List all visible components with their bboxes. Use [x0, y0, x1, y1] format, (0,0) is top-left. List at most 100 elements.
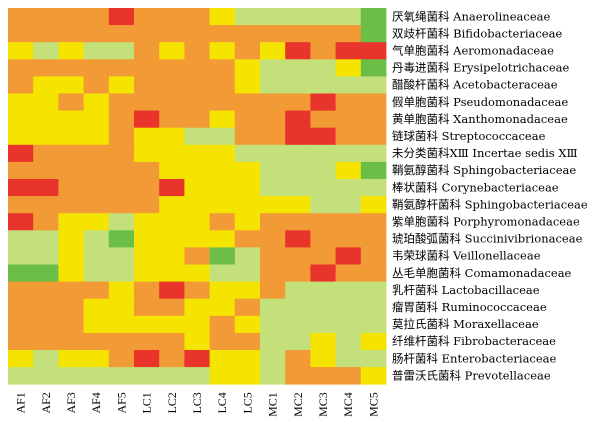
heatmap-cell: [33, 350, 59, 368]
column-label: AF4: [89, 392, 103, 413]
heatmap-cell: [310, 298, 336, 317]
row-label: 棒状菌科 Corynebacteriaceae: [392, 180, 559, 194]
heatmap-cell: [8, 367, 34, 385]
heatmap-cell: [159, 230, 185, 248]
heatmap-cell: [285, 127, 311, 146]
heatmap-cell: [33, 213, 59, 231]
heatmap-cell: [58, 93, 84, 111]
heatmap-cell: [234, 247, 261, 265]
heatmap-cell: [134, 281, 160, 300]
heatmap-cell: [360, 230, 387, 248]
heatmap-cell: [58, 59, 84, 77]
heatmap-cell: [134, 196, 160, 214]
heatmap-cell: [360, 110, 387, 129]
heatmap-cell: [184, 110, 210, 129]
heatmap-cell: [260, 76, 286, 94]
heatmap-cell: [33, 332, 59, 351]
heatmap-cell: [285, 196, 311, 214]
heatmap-cell: [260, 213, 286, 231]
heatmap-cell: [234, 110, 261, 129]
heatmap-cell: [234, 76, 261, 94]
heatmap-cell: [184, 161, 210, 180]
heatmap-cell: [335, 59, 362, 77]
heatmap-cell: [33, 144, 59, 163]
heatmap-cell: [33, 59, 59, 77]
heatmap-cell: [260, 161, 286, 180]
heatmap-cell: [108, 281, 135, 300]
heatmap-cell: [335, 76, 362, 94]
column-label: MC1: [266, 392, 280, 417]
heatmap-cell: [134, 264, 160, 282]
heatmap-cell: [234, 8, 261, 26]
heatmap-cell: [108, 76, 135, 94]
heatmap-cell: [134, 42, 160, 60]
heatmap-cell: [260, 332, 286, 351]
heatmap-cell: [83, 42, 110, 60]
row-label: 丛毛单胞菌科 Comamonadaceae: [392, 266, 572, 280]
row-label: 鞘氨醇杆菌科 Sphingobacteriaceae: [392, 197, 588, 211]
heatmap-cell: [134, 144, 160, 163]
heatmap-cell: [209, 350, 236, 368]
heatmap-cell: [159, 76, 185, 94]
heatmap-cell: [134, 213, 160, 231]
heatmap-cell: [8, 247, 34, 265]
heatmap-cell: [360, 298, 387, 317]
column-label: MC2: [291, 392, 305, 417]
heatmap-cell: [83, 315, 110, 334]
heatmap-cell: [33, 298, 59, 317]
heatmap-cell: [335, 332, 362, 351]
heatmap-cell: [83, 127, 110, 146]
heatmap-cell: [83, 179, 110, 197]
heatmap-cell: [260, 144, 286, 163]
heatmap-cell: [310, 196, 336, 214]
heatmap-cell: [184, 93, 210, 111]
heatmap-cell: [58, 247, 84, 265]
heatmap-cell: [234, 144, 261, 163]
heatmap-cell: [134, 76, 160, 94]
heatmap-cell: [310, 76, 336, 94]
heatmap-cell: [83, 25, 110, 43]
heatmap-cell: [108, 367, 135, 385]
heatmap-cell: [108, 298, 135, 317]
column-label: LC3: [190, 392, 204, 413]
column-label: LC2: [165, 392, 179, 413]
heatmap-cell: [58, 196, 84, 214]
row-label: 纤维杆菌科 Fibrobacteraceae: [392, 334, 556, 348]
heatmap-cell: [260, 110, 286, 129]
heatmap-cell: [360, 213, 387, 231]
heatmap-cell: [360, 127, 387, 146]
heatmap-cell: [360, 59, 387, 77]
heatmap-cell: [360, 264, 387, 282]
heatmap-cell: [83, 281, 110, 300]
heatmap-cell: [209, 281, 236, 300]
heatmap-cell: [134, 59, 160, 77]
heatmap-cell: [335, 110, 362, 129]
heatmap-cell: [234, 59, 261, 77]
heatmap-cell: [33, 315, 59, 334]
heatmap-cell: [209, 179, 236, 197]
heatmap-cell: [285, 281, 311, 300]
row-label: 普雷沃氏菌科 Prevotellaceae: [392, 368, 551, 382]
heatmap-cell: [33, 247, 59, 265]
heatmap-cell: [8, 230, 34, 248]
heatmap-cell: [134, 179, 160, 197]
heatmap-cell: [83, 247, 110, 265]
heatmap-cell: [134, 247, 160, 265]
heatmap-cell: [260, 59, 286, 77]
heatmap-cell: [209, 161, 236, 180]
heatmap-cell: [8, 350, 34, 368]
heatmap-cell: [83, 350, 110, 368]
heatmap-cell: [159, 315, 185, 334]
heatmap-cell: [335, 161, 362, 180]
heatmap-cell: [83, 332, 110, 351]
heatmap-cell: [159, 8, 185, 26]
row-label: 乳杆菌科 Lactobacillaceae: [392, 283, 540, 297]
heatmap-cell: [83, 8, 110, 26]
heatmap-cell: [285, 213, 311, 231]
heatmap-cell: [58, 127, 84, 146]
heatmap-cell: [8, 25, 34, 43]
row-label: 丹毒进菌科 Erysipelotrichaceae: [392, 61, 569, 75]
heatmap-cell: [310, 144, 336, 163]
heatmap-cell: [134, 127, 160, 146]
heatmap-cell: [184, 367, 210, 385]
